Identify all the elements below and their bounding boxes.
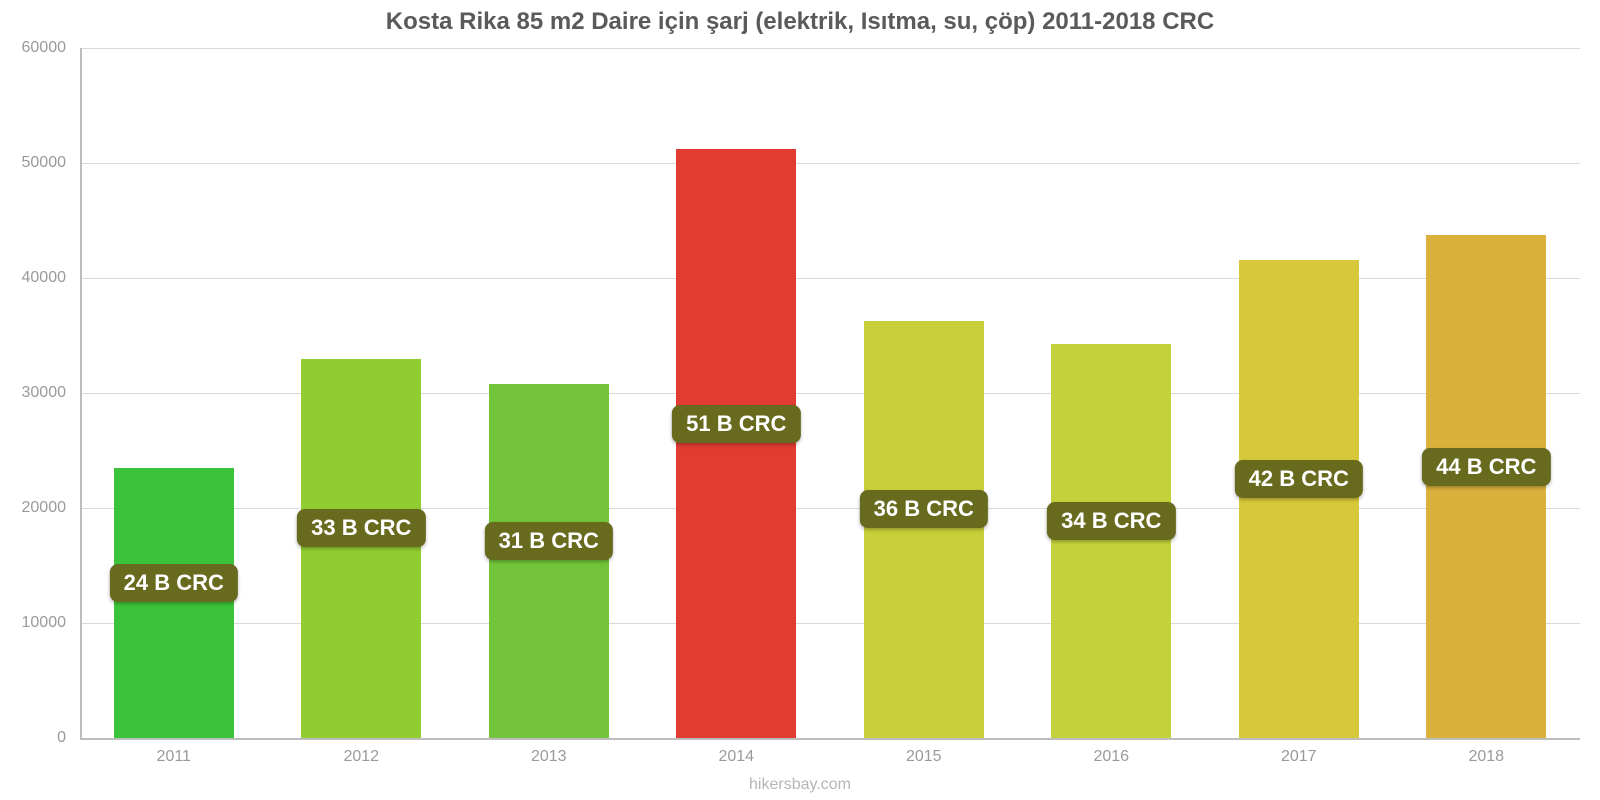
bar — [1051, 344, 1171, 738]
value-badge: 33 B CRC — [297, 509, 425, 547]
value-badge: 51 B CRC — [672, 405, 800, 443]
plot-area: 0100002000030000400005000060000201124 B … — [80, 48, 1580, 738]
bar — [301, 359, 421, 739]
value-badge: 31 B CRC — [485, 522, 613, 560]
x-tick-label: 2016 — [1093, 738, 1129, 766]
bar — [1426, 235, 1546, 738]
bar — [676, 149, 796, 738]
y-tick-label: 0 — [57, 729, 80, 747]
bar — [489, 384, 609, 738]
gridline — [80, 48, 1580, 49]
x-tick-label: 2018 — [1468, 738, 1504, 766]
y-tick-label: 10000 — [22, 614, 81, 632]
value-badge: 36 B CRC — [860, 490, 988, 528]
value-badge: 24 B CRC — [110, 564, 238, 602]
bar-chart: Kosta Rika 85 m2 Daire için şarj (elektr… — [0, 0, 1600, 800]
x-tick-label: 2013 — [531, 738, 567, 766]
value-badge: 44 B CRC — [1422, 448, 1550, 486]
y-tick-label: 30000 — [22, 384, 81, 402]
y-tick-label: 60000 — [22, 39, 81, 57]
gridline — [80, 163, 1580, 164]
x-tick-label: 2012 — [343, 738, 379, 766]
y-tick-label: 20000 — [22, 499, 81, 517]
value-badge: 34 B CRC — [1047, 502, 1175, 540]
x-axis-line — [80, 738, 1580, 740]
source-text: hikersbay.com — [0, 776, 1600, 794]
y-tick-label: 50000 — [22, 154, 81, 172]
y-tick-label: 40000 — [22, 269, 81, 287]
value-badge: 42 B CRC — [1235, 460, 1363, 498]
x-tick-label: 2011 — [157, 738, 191, 766]
chart-title: Kosta Rika 85 m2 Daire için şarj (elektr… — [0, 8, 1600, 36]
x-tick-label: 2014 — [718, 738, 754, 766]
bar — [114, 468, 234, 738]
x-tick-label: 2015 — [906, 738, 942, 766]
bar — [1239, 260, 1359, 738]
bar — [864, 321, 984, 738]
x-tick-label: 2017 — [1281, 738, 1317, 766]
y-axis-line — [80, 48, 82, 738]
